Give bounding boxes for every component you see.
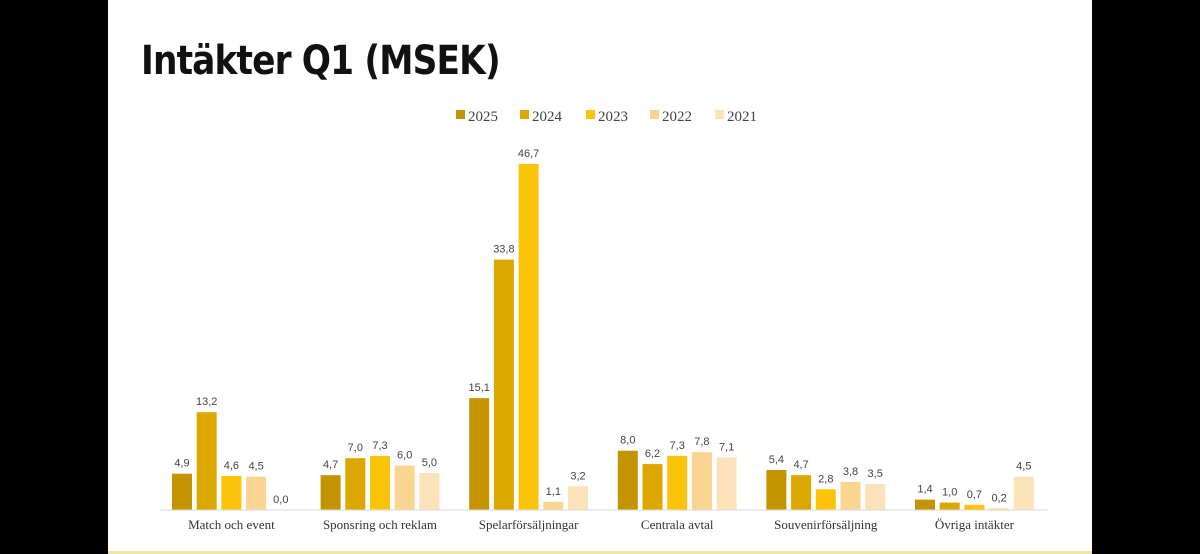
data-label-2025-3: 8,0 bbox=[620, 435, 635, 447]
bar-2024-2 bbox=[493, 259, 514, 510]
data-label-2021-3: 7,1 bbox=[719, 441, 734, 453]
bar-2023-4 bbox=[815, 489, 836, 510]
data-label-2021-1: 5,0 bbox=[422, 457, 437, 469]
bar-2025-1 bbox=[320, 475, 341, 510]
bar-2023-1 bbox=[370, 455, 390, 510]
category-label-3: Centrala avtal bbox=[641, 517, 714, 532]
legend-label-2022: 2022 bbox=[662, 109, 692, 125]
chart-title: Intäkter Q1 (MSEK) bbox=[141, 38, 501, 84]
legend-label-2025: 2025 bbox=[468, 109, 498, 125]
value-labels: 4,9 13,2 4,6 4,5 0,0 4,7 7,0 7,3 6,0 5,0 15,1 33,8 4… bbox=[174, 148, 1031, 506]
bar-2024-3 bbox=[642, 464, 663, 510]
bar-2021-3 bbox=[716, 457, 737, 510]
bar-2022-1 bbox=[394, 465, 415, 510]
bar-2024-1 bbox=[345, 458, 366, 510]
legend-swatch-2024 bbox=[520, 110, 529, 119]
bar-2022-4 bbox=[840, 481, 861, 510]
bar-2025-5 bbox=[915, 499, 935, 510]
data-label-2023-2: 46,7 bbox=[518, 148, 539, 160]
data-label-2022-3: 7,8 bbox=[694, 436, 709, 448]
data-label-2023-0: 4,6 bbox=[224, 460, 239, 472]
bar-chart: 2025 2024 2023 2022 2021 4,9 13,2 4,6 4,5 0,0 4,7… bbox=[160, 109, 1048, 532]
legend-label-2023: 2023 bbox=[598, 109, 628, 125]
bar-2025-3 bbox=[617, 450, 638, 510]
data-label-2024-1: 7,0 bbox=[348, 442, 363, 454]
data-label-2023-5: 0,7 bbox=[967, 489, 982, 501]
data-label-2024-4: 4,7 bbox=[793, 459, 808, 471]
bar-2023-0 bbox=[221, 475, 242, 510]
bar-2023-5 bbox=[964, 504, 985, 510]
data-label-2021-2: 3,2 bbox=[570, 470, 585, 482]
bar-2025-0 bbox=[172, 473, 192, 510]
legend-swatch-2025 bbox=[456, 110, 465, 119]
data-label-2023-4: 2,8 bbox=[818, 473, 833, 485]
category-label-2: Spelarförsäljningar bbox=[479, 517, 579, 532]
data-label-2022-2: 1,1 bbox=[546, 486, 561, 498]
category-label-4: Souvenirförsäljning bbox=[774, 517, 878, 532]
bar-2024-5 bbox=[939, 502, 960, 510]
bar-2021-2 bbox=[568, 486, 588, 510]
bar-2024-4 bbox=[791, 475, 812, 510]
legend-swatch-2023 bbox=[586, 110, 595, 119]
data-label-2024-0: 13,2 bbox=[196, 396, 217, 408]
category-label-5: Övriga intäkter bbox=[935, 517, 1015, 532]
data-label-2022-0: 4,5 bbox=[248, 461, 263, 473]
data-label-2022-5: 0,2 bbox=[991, 493, 1006, 505]
legend-label-2021: 2021 bbox=[727, 109, 757, 125]
category-label-1: Sponsring och reklam bbox=[323, 517, 437, 532]
bar-2023-3 bbox=[667, 455, 688, 510]
legend-label-2024: 2024 bbox=[532, 109, 563, 125]
data-label-2022-4: 3,8 bbox=[843, 466, 858, 478]
category-labels: Match och event Sponsring och reklam Spela… bbox=[188, 517, 1015, 532]
bar-2024-0 bbox=[196, 412, 217, 510]
bar-2022-5 bbox=[989, 508, 1010, 510]
data-label-2023-1: 7,3 bbox=[372, 440, 387, 452]
bar-2025-2 bbox=[469, 398, 490, 510]
bar-2022-2 bbox=[543, 501, 564, 510]
data-label-2025-0: 4,9 bbox=[174, 458, 189, 470]
data-label-2024-2: 33,8 bbox=[493, 244, 514, 256]
data-label-2025-2: 15,1 bbox=[468, 382, 489, 394]
data-label-2022-1: 6,0 bbox=[397, 450, 412, 462]
data-label-2021-4: 3,5 bbox=[868, 468, 883, 480]
bar-2025-4 bbox=[766, 469, 787, 510]
data-label-2024-3: 6,2 bbox=[645, 448, 660, 460]
legend: 2025 2024 2023 2022 2021 bbox=[456, 109, 757, 125]
bar-2021-4 bbox=[865, 484, 886, 510]
bottom-accent-line bbox=[108, 551, 1092, 554]
bar-2021-1 bbox=[419, 472, 440, 510]
legend-swatch-2021 bbox=[715, 110, 724, 119]
data-label-2021-5: 4,5 bbox=[1016, 461, 1031, 473]
category-label-0: Match och event bbox=[188, 517, 275, 532]
data-label-2023-3: 7,3 bbox=[670, 440, 685, 452]
data-label-2025-5: 1,4 bbox=[917, 484, 932, 496]
bar-2021-5 bbox=[1013, 476, 1034, 510]
data-label-2025-4: 5,4 bbox=[769, 454, 784, 466]
bar-2022-0 bbox=[246, 476, 267, 510]
legend-swatch-2022 bbox=[650, 110, 659, 119]
slide: Intäkter Q1 (MSEK) 2025 2024 2023 2022 2021 … bbox=[108, 0, 1092, 554]
bars bbox=[172, 164, 1034, 510]
data-label-2024-5: 1,0 bbox=[942, 487, 957, 499]
bar-2022-3 bbox=[691, 452, 712, 510]
bar-2023-2 bbox=[518, 164, 539, 510]
data-label-2021-0: 0,0 bbox=[273, 494, 288, 506]
data-label-2025-1: 4,7 bbox=[323, 459, 338, 471]
